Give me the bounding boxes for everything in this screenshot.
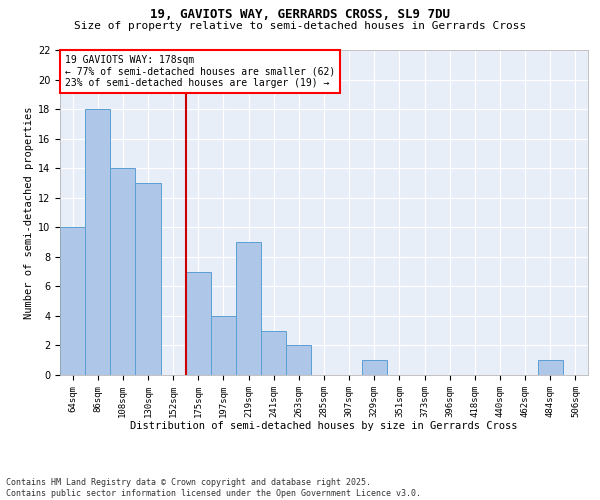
Text: 19, GAVIOTS WAY, GERRARDS CROSS, SL9 7DU: 19, GAVIOTS WAY, GERRARDS CROSS, SL9 7DU <box>150 8 450 20</box>
Bar <box>186 272 211 375</box>
X-axis label: Distribution of semi-detached houses by size in Gerrards Cross: Distribution of semi-detached houses by … <box>130 421 518 431</box>
Text: Contains HM Land Registry data © Crown copyright and database right 2025.
Contai: Contains HM Land Registry data © Crown c… <box>6 478 421 498</box>
Y-axis label: Number of semi-detached properties: Number of semi-detached properties <box>23 106 34 319</box>
Bar <box>236 242 261 375</box>
Bar <box>60 228 85 375</box>
Bar <box>211 316 236 375</box>
Bar <box>136 183 161 375</box>
Bar <box>110 168 136 375</box>
Bar <box>286 346 311 375</box>
Bar <box>362 360 387 375</box>
Text: 19 GAVIOTS WAY: 178sqm
← 77% of semi-detached houses are smaller (62)
23% of sem: 19 GAVIOTS WAY: 178sqm ← 77% of semi-det… <box>65 55 335 88</box>
Text: Size of property relative to semi-detached houses in Gerrards Cross: Size of property relative to semi-detach… <box>74 21 526 31</box>
Bar <box>538 360 563 375</box>
Bar <box>261 330 286 375</box>
Bar <box>85 109 110 375</box>
